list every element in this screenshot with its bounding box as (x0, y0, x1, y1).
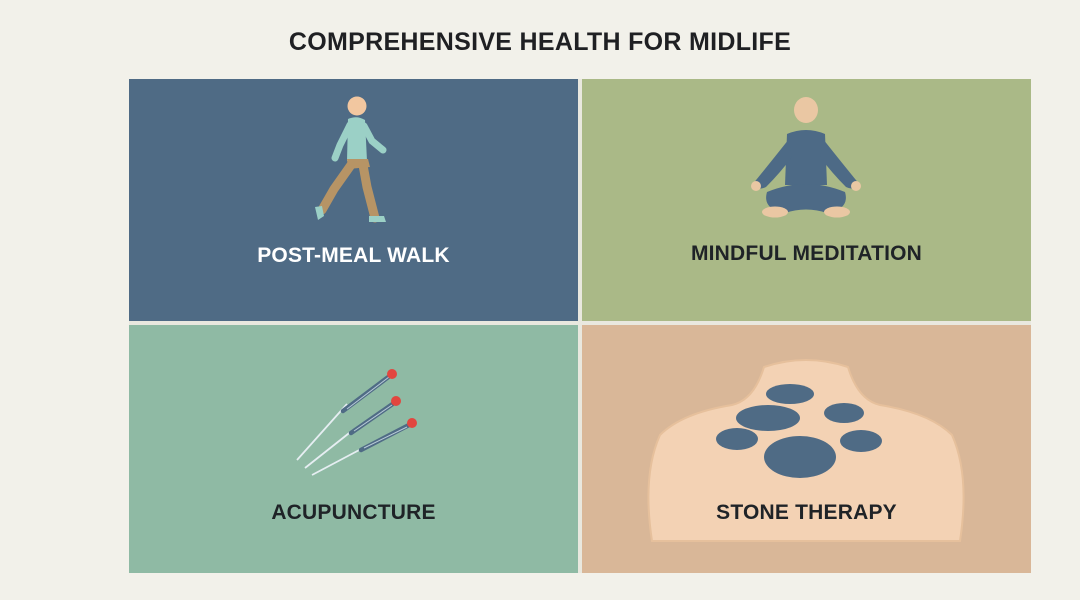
hot-stones-on-back-icon (647, 359, 965, 542)
page-title: COMPREHENSIVE HEALTH FOR MIDLIFE (288, 28, 792, 56)
card-mindful-meditation: MINDFUL MEDITATION (582, 79, 1031, 321)
acupuncture-needles-icon (296, 369, 417, 476)
card-label: STONE THERAPY (716, 501, 897, 524)
walking-person-icon (315, 96, 387, 223)
card-stone-therapy: STONE THERAPY (582, 325, 1031, 573)
card-label: MINDFUL MEDITATION (690, 242, 923, 265)
card-label: POST-MEAL WALK (257, 244, 450, 267)
meditating-person-icon (751, 97, 861, 218)
card-acupuncture: ACUPUNCTURE (129, 325, 578, 573)
health-grid: POST-MEAL WALK MINDFUL MEDITA (129, 79, 1031, 573)
card-post-meal-walk: POST-MEAL WALK (129, 79, 578, 321)
card-label: ACUPUNCTURE (271, 501, 436, 524)
